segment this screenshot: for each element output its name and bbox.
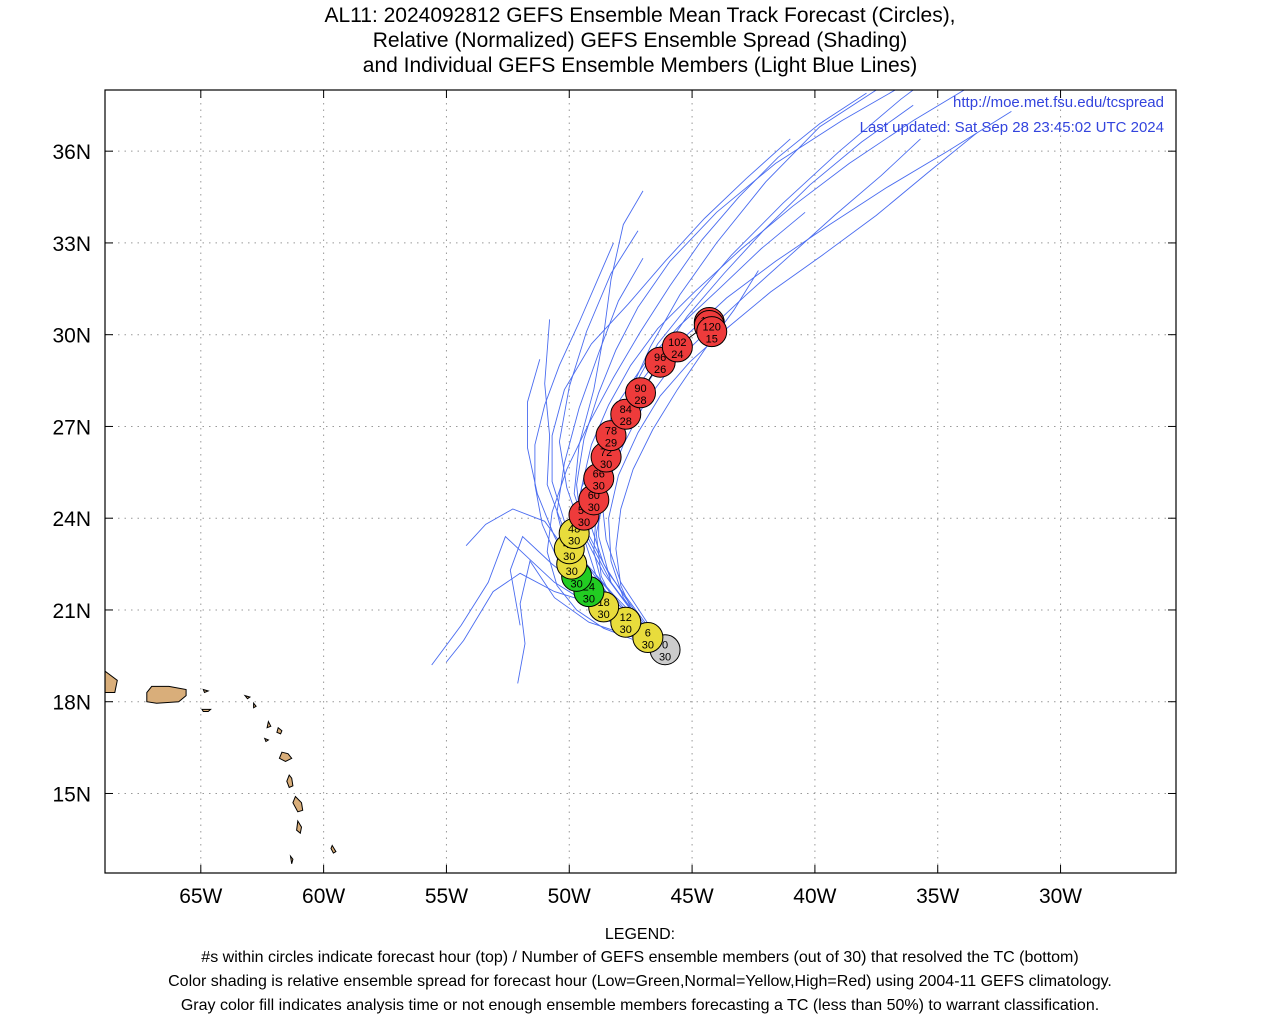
y-tick-label-5: 30N bbox=[52, 325, 91, 348]
member-count-label: 28 bbox=[634, 395, 646, 407]
land-12 bbox=[243, 694, 252, 700]
member-count-label: 30 bbox=[563, 551, 575, 563]
member-count-label: 30 bbox=[659, 652, 671, 664]
forecast-hour-label: 12 bbox=[620, 612, 632, 624]
x-tick-label-0: 65W bbox=[179, 885, 222, 908]
grid-lines bbox=[105, 90, 1176, 873]
member-count-label: 29 bbox=[605, 438, 617, 450]
member-count-label: 30 bbox=[566, 566, 578, 578]
legend-heading: LEGEND: bbox=[604, 926, 676, 943]
member-count-label: 26 bbox=[654, 364, 666, 376]
land-10 bbox=[202, 688, 210, 694]
member-count-label: 30 bbox=[600, 459, 612, 471]
chart-title-line-1: AL11: 2024092812 GEFS Ensemble Mean Trac… bbox=[324, 4, 956, 27]
land-1 bbox=[105, 670, 118, 693]
x-tick-label-1: 60W bbox=[302, 885, 345, 908]
mean-track-circles: 0306301230183024303030363042304830543060… bbox=[553, 306, 728, 666]
member-count-label: 28 bbox=[620, 416, 632, 428]
land-5 bbox=[292, 795, 304, 813]
y-tick-label-7: 36N bbox=[52, 141, 91, 164]
member-count-label: 30 bbox=[620, 624, 632, 636]
land-2 bbox=[276, 726, 283, 735]
x-tick-label-5: 40W bbox=[793, 885, 836, 908]
land-7 bbox=[330, 844, 337, 854]
member-count-label: 30 bbox=[578, 517, 590, 529]
x-tick-label-2: 55W bbox=[425, 885, 468, 908]
land-0 bbox=[146, 685, 187, 704]
member-count-label: 30 bbox=[642, 639, 654, 651]
member-count-label: 30 bbox=[598, 609, 610, 621]
land-14 bbox=[289, 854, 294, 864]
plot-frame bbox=[104, 89, 1177, 874]
x-tick-label-7: 30W bbox=[1039, 885, 1082, 908]
last-updated: Last updated: Sat Sep 28 23:45:02 UTC 20… bbox=[860, 119, 1164, 136]
member-count-label: 30 bbox=[588, 502, 600, 514]
member-count-label: 24 bbox=[671, 349, 683, 361]
track-circle-84 bbox=[610, 398, 642, 430]
y-tick-label-6: 33N bbox=[52, 233, 91, 256]
y-axis-ticks: 15N 18N 21N 24N 27N 30N 33N 36N bbox=[52, 141, 1176, 806]
y-tick-label-3: 24N bbox=[52, 508, 91, 531]
track-circle-120 bbox=[696, 316, 728, 348]
member-count-label: 30 bbox=[583, 594, 595, 606]
land-11 bbox=[201, 708, 212, 712]
y-tick-label-0: 15N bbox=[52, 783, 91, 806]
forecast-hour-label: 0 bbox=[662, 640, 668, 652]
track-circle-78 bbox=[595, 420, 627, 452]
chart-title-line-2: Relative (Normalized) GEFS Ensemble Spre… bbox=[372, 29, 908, 52]
forecast-hour-label: 78 bbox=[605, 426, 617, 438]
member-count-label: 30 bbox=[571, 578, 583, 590]
x-tick-label-3: 50W bbox=[548, 885, 591, 908]
member-track-12 bbox=[581, 90, 966, 650]
forecast-hour-label: 102 bbox=[668, 337, 686, 349]
track-circle-102 bbox=[661, 331, 693, 363]
land-9 bbox=[266, 720, 272, 729]
chart-title-line-3: and Individual GEFS Ensemble Members (Li… bbox=[362, 54, 918, 77]
track-point-6: 630 bbox=[632, 621, 664, 653]
legend-line-3: Gray color fill indicates analysis time … bbox=[180, 997, 1100, 1014]
y-tick-label-2: 21N bbox=[52, 600, 91, 623]
x-tick-label-6: 35W bbox=[916, 885, 959, 908]
land-13 bbox=[263, 737, 270, 743]
member-track-11 bbox=[576, 90, 897, 651]
track-circle-90 bbox=[625, 377, 656, 409]
member-track-18 bbox=[546, 92, 867, 651]
forecast-hour-label: 90 bbox=[634, 383, 646, 395]
forecast-hour-label: 120 bbox=[703, 322, 721, 334]
member-count-label: 15 bbox=[706, 334, 718, 346]
track-circle-6 bbox=[632, 621, 664, 653]
x-tick-label-4: 45W bbox=[670, 885, 713, 908]
legend-line-1: #s within circles indicate forecast hour… bbox=[201, 949, 1079, 966]
land-8 bbox=[253, 701, 257, 709]
y-tick-label-1: 18N bbox=[52, 692, 91, 715]
land-masses bbox=[105, 670, 1176, 864]
forecast-hour-label: 6 bbox=[645, 627, 651, 639]
land-6 bbox=[296, 819, 303, 835]
forecast-hour-label: 84 bbox=[620, 404, 632, 416]
member-count-label: 30 bbox=[593, 480, 605, 492]
source-url: http://moe.met.fsu.edu/tcspread bbox=[953, 94, 1164, 111]
land-4 bbox=[286, 774, 294, 789]
forecast-hour-label: 96 bbox=[654, 352, 666, 364]
land-15 bbox=[1175, 728, 1176, 737]
member-count-label: 30 bbox=[568, 535, 580, 547]
track-circle-12 bbox=[610, 606, 642, 638]
member-track-14 bbox=[608, 132, 978, 651]
y-tick-label-4: 27N bbox=[52, 416, 91, 439]
x-axis-ticks: 65W 60W 55W 50W 45W 40W 35W 30W bbox=[179, 90, 1082, 908]
plot-background bbox=[105, 90, 1176, 873]
legend-line-2: Color shading is relative ensemble sprea… bbox=[168, 973, 1112, 990]
land-3 bbox=[278, 751, 293, 762]
